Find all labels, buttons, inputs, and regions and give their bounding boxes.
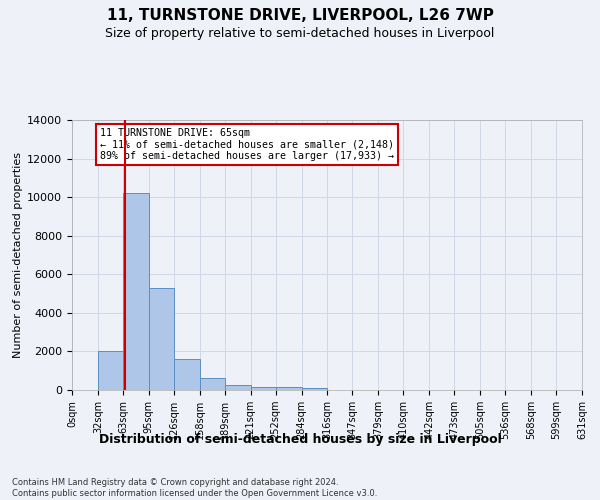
Text: 11 TURNSTONE DRIVE: 65sqm
← 11% of semi-detached houses are smaller (2,148)
89% : 11 TURNSTONE DRIVE: 65sqm ← 11% of semi-… [100,128,394,162]
Text: Size of property relative to semi-detached houses in Liverpool: Size of property relative to semi-detach… [106,28,494,40]
Text: Contains HM Land Registry data © Crown copyright and database right 2024.
Contai: Contains HM Land Registry data © Crown c… [12,478,377,498]
Bar [275,387,302,390]
Text: 11, TURNSTONE DRIVE, LIVERPOOL, L26 7WP: 11, TURNSTONE DRIVE, LIVERPOOL, L26 7WP [107,8,493,22]
Bar [302,388,328,390]
Bar [98,352,123,390]
Bar [123,194,149,390]
Bar [200,378,225,390]
Text: Distribution of semi-detached houses by size in Liverpool: Distribution of semi-detached houses by … [98,432,502,446]
Bar [225,385,251,390]
Bar [174,359,200,390]
Y-axis label: Number of semi-detached properties: Number of semi-detached properties [13,152,23,358]
Bar [251,386,275,390]
Bar [149,288,174,390]
